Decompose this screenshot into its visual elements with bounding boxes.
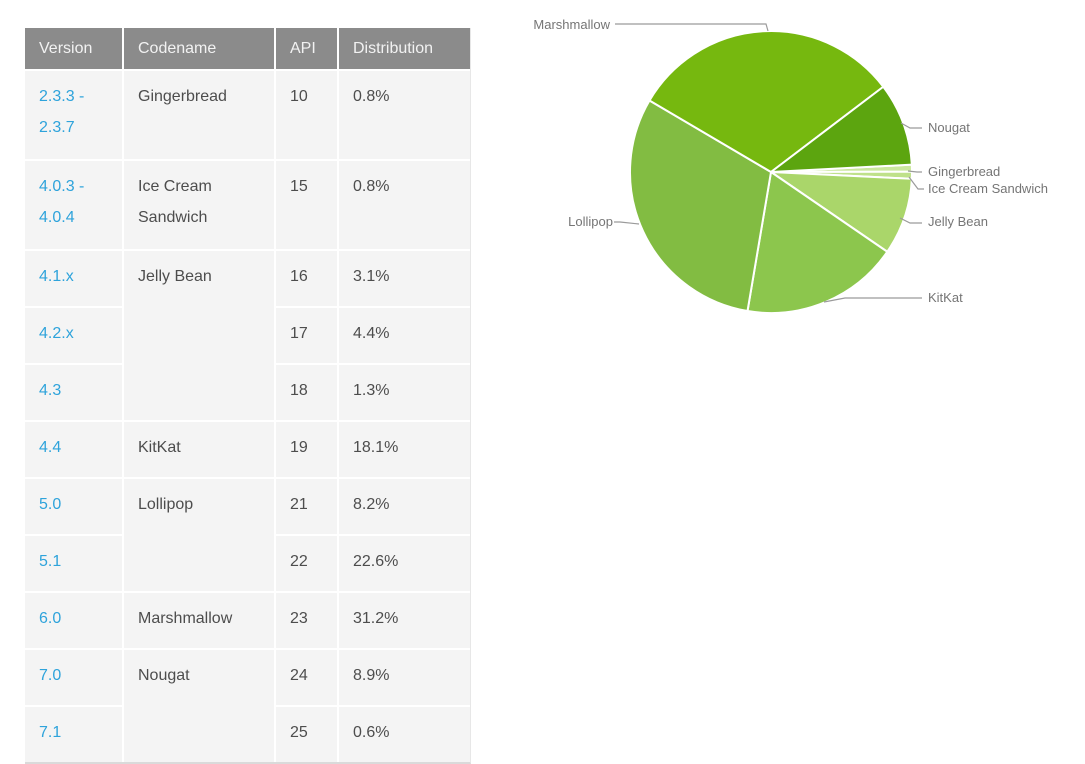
version-cell: 4.4 — [24, 420, 124, 479]
api-level-cell: 24 — [274, 648, 339, 707]
version-link[interactable]: 4.2.x — [39, 325, 74, 342]
api-level-cell: 15 — [274, 159, 339, 251]
table-row: 6.0 Marshmallow 23 31.2% — [24, 591, 471, 650]
android-distribution-pie-chart: Marshmallow Nougat Gingerbread Ice Cream Sa… — [520, 0, 1085, 400]
pie-label-kitkat: KitKat — [928, 290, 963, 305]
pie-label-nougat: Nougat — [928, 120, 970, 135]
codename-cell-lollipop: Lollipop — [122, 477, 276, 593]
version-link[interactable]: 4.4 — [39, 439, 62, 456]
version-cell: 4.1.x — [24, 249, 124, 308]
api-level-cell: 21 — [274, 477, 339, 536]
pie-slice-marshmallow[interactable] — [648, 30, 885, 173]
codename-cell-jelly-bean: Jelly Bean — [122, 249, 276, 422]
leader-line-jelly-bean — [899, 217, 922, 224]
version-cell: 7.0 — [24, 648, 124, 707]
distribution-cell: 8.9% — [337, 648, 471, 707]
table-row: 4.0.3 -4.0.4 Ice Cream Sandwich 15 0.8% — [24, 159, 471, 251]
version-cell: 6.0 — [24, 591, 124, 650]
leader-line-kitkat — [823, 297, 922, 303]
api-level-cell: 17 — [274, 306, 339, 365]
api-level-cell: 10 — [274, 69, 339, 161]
version-link[interactable]: 4.3 — [39, 382, 62, 399]
version-cell: 4.0.3 -4.0.4 — [24, 159, 124, 251]
table-row: 4.3 18 1.3% — [24, 363, 471, 422]
column-header-api: API — [274, 27, 339, 71]
distribution-cell: 1.3% — [337, 363, 471, 422]
table-row: 4.2.x 17 4.4% — [24, 306, 471, 365]
column-header-version: Version — [24, 27, 124, 71]
api-level-cell: 25 — [274, 705, 339, 763]
distribution-cell: 0.8% — [337, 69, 471, 161]
pie-label-lollipop: Lollipop — [568, 214, 613, 229]
distribution-cell: 0.6% — [337, 705, 471, 763]
table-row: 5.1 22 22.6% — [24, 534, 471, 593]
version-cell: 7.1 — [24, 705, 124, 763]
pie-chart-canvas — [614, 23, 924, 314]
distribution-cell: 31.2% — [337, 591, 471, 650]
codename-cell-marshmallow: Marshmallow — [122, 591, 276, 650]
distribution-cell: 18.1% — [337, 420, 471, 479]
pie-label-marshmallow: Marshmallow — [533, 17, 610, 32]
version-distribution-table: Version Codename API Distribution 2.3.3 -2.… — [24, 27, 471, 763]
leader-line-nougat — [900, 122, 922, 129]
version-link[interactable]: 5.0 — [39, 496, 62, 513]
pie-label-jelly-bean: Jelly Bean — [928, 214, 988, 229]
version-cell: 4.3 — [24, 363, 124, 422]
pie-slice-nougat[interactable] — [770, 85, 913, 173]
leader-line-gingerbread — [907, 170, 922, 173]
column-header-codename: Codename — [122, 27, 276, 71]
version-link[interactable]: 7.1 — [39, 724, 62, 741]
version-cell: 2.3.3 -2.3.7 — [24, 69, 124, 161]
api-level-cell: 18 — [274, 363, 339, 422]
table-row: 7.0 Nougat 24 8.9% — [24, 648, 471, 763]
distribution-cell: 3.1% — [337, 249, 471, 308]
api-level-cell: 19 — [274, 420, 339, 479]
table-row: 5.0 Lollipop 21 8.2% — [24, 477, 471, 593]
distribution-cell: 22.6% — [337, 534, 471, 593]
version-link[interactable]: 2.3.3 -2.3.7 — [39, 88, 85, 136]
column-header-distribution: Distribution — [337, 27, 471, 71]
leader-line-marshmallow — [615, 23, 769, 32]
codename-cell-nougat: Nougat — [122, 648, 276, 763]
version-cell: 4.2.x — [24, 306, 124, 365]
pie-label-ice-cream-sandwich: Ice Cream Sandwich — [928, 181, 1048, 196]
api-level-cell: 16 — [274, 249, 339, 308]
version-cell: 5.0 — [24, 477, 124, 536]
codename-cell-gingerbread: Gingerbread — [122, 69, 276, 161]
table-row: 2.3.3 -2.3.7 Gingerbread 10 0.8% — [24, 69, 471, 161]
version-cell: 5.1 — [24, 534, 124, 593]
api-level-cell: 22 — [274, 534, 339, 593]
table-row: 4.4 KitKat 19 18.1% — [24, 420, 471, 479]
leader-line-ice-cream-sandwich — [908, 176, 924, 190]
version-link[interactable]: 4.0.3 -4.0.4 — [39, 178, 85, 226]
pie-slice-lollipop[interactable] — [629, 99, 772, 313]
table-row: 4.1.x Jelly Bean 16 3.1% — [24, 249, 471, 422]
distribution-cell: 4.4% — [337, 306, 471, 365]
pie-label-gingerbread: Gingerbread — [928, 164, 1001, 179]
distribution-cell: 8.2% — [337, 477, 471, 536]
distribution-cell: 0.8% — [337, 159, 471, 251]
api-level-cell: 23 — [274, 591, 339, 650]
codename-cell-kitkat: KitKat — [122, 420, 276, 479]
leader-line-lollipop — [614, 221, 640, 225]
table-header: Version Codename API Distribution — [24, 27, 471, 71]
version-link[interactable]: 5.1 — [39, 553, 62, 570]
android-version-table: Version Codename API Distribution 2.3.3 -2.… — [24, 27, 471, 764]
version-link[interactable]: 4.1.x — [39, 268, 74, 285]
codename-cell-ice-cream-sandwich: Ice Cream Sandwich — [122, 159, 276, 251]
version-link[interactable]: 7.0 — [39, 667, 62, 684]
version-link[interactable]: 6.0 — [39, 610, 62, 627]
